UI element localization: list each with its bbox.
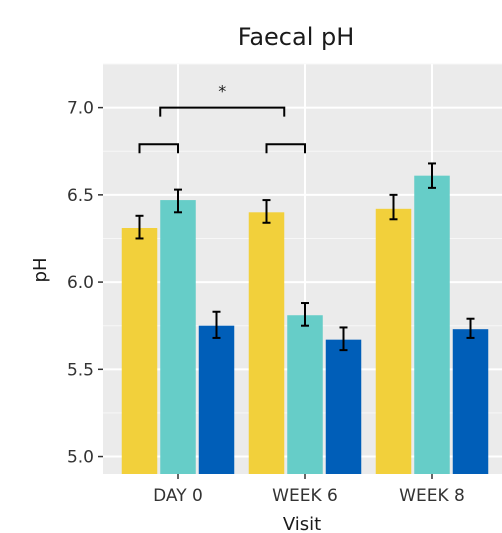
bar (287, 315, 323, 474)
error-bar (262, 199, 271, 224)
bar (248, 212, 285, 475)
error-bar (339, 326, 348, 352)
bar (325, 339, 362, 474)
error-bar (428, 162, 436, 189)
y-axis-label: pH (30, 258, 51, 283)
x-tick-label: WEEK 6 (272, 486, 338, 506)
y-tick-label: 5.0 (67, 448, 94, 468)
y-tick-label: 7.0 (67, 99, 94, 119)
bar (452, 329, 489, 474)
error-bar (135, 214, 144, 240)
error-bar (389, 193, 398, 221)
x-tick-label: DAY 0 (153, 486, 203, 506)
significance-bracket (159, 106, 286, 117)
significance-bracket (265, 143, 306, 154)
significance-bracket (138, 143, 179, 154)
x-tick-label: WEEK 8 (399, 486, 465, 506)
bars (121, 175, 489, 475)
bar (121, 228, 158, 474)
chart-title: Faecal pH (238, 23, 355, 51)
error-bar (174, 188, 182, 214)
y-tick-label: 6.5 (67, 186, 94, 206)
error-bars (135, 162, 475, 352)
bar (198, 325, 235, 474)
y-tick-label: 5.5 (67, 360, 94, 380)
y-tick-label: 6.0 (67, 273, 94, 293)
y-axis: 5.0 5.5 6.0 6.5 7.0 (67, 99, 103, 468)
significance-brackets: * (138, 82, 306, 154)
significance-label: * (218, 82, 226, 101)
x-axis-label: Visit (283, 514, 321, 533)
x-axis: DAY 0 WEEK 6 WEEK 8 (153, 474, 465, 506)
bar (414, 175, 450, 474)
bar (375, 208, 412, 474)
error-bar (466, 317, 475, 339)
error-bar (212, 310, 221, 339)
error-bar (301, 302, 309, 327)
bar (160, 200, 196, 474)
